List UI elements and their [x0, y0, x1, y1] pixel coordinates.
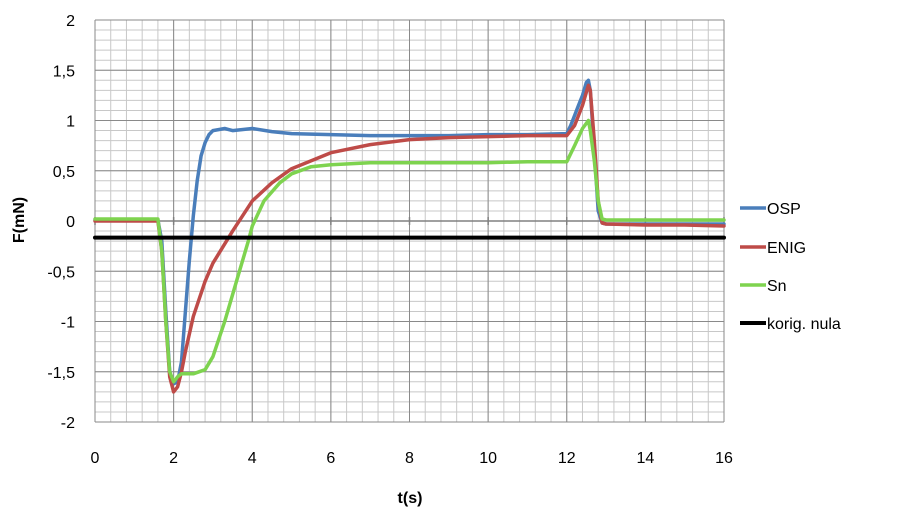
x-tick-label: 8: [405, 450, 414, 467]
legend-label: korig. nula: [767, 316, 841, 333]
x-tick-label: 16: [715, 450, 733, 467]
y-tick-label: 0: [66, 214, 75, 231]
x-tick-label: 4: [248, 450, 257, 467]
y-tick-label: -1: [61, 315, 75, 332]
y-tick-label: -0,5: [47, 264, 75, 281]
series-layer: [93, 78, 726, 394]
y-tick-label: -2: [61, 415, 75, 432]
y-tick-label: 1,5: [53, 63, 75, 80]
y-tick-label: 0,5: [53, 164, 75, 181]
series-line-osp: [93, 78, 726, 386]
legend-label: OSP: [767, 201, 801, 218]
x-tick-label: 0: [91, 450, 100, 467]
tick-labels: 0 2 4 6 8 10 12 14 16 2 1,5 1 0,5 0 -0,5 -1 -1,5 -2: [47, 13, 733, 467]
series-line-sn: [93, 118, 726, 384]
y-tick-label: -1,5: [47, 365, 75, 382]
major-grid: [94, 19, 725, 423]
x-tick-label: 14: [636, 450, 654, 467]
y-axis-label: F(mN): [11, 197, 28, 243]
x-tick-label: 12: [558, 450, 576, 467]
x-tick-label: 6: [326, 450, 335, 467]
legend-label: ENIG: [767, 240, 806, 257]
x-tick-label: 2: [169, 450, 178, 467]
legend: OSP ENIG Sn korig. nula: [740, 201, 841, 333]
y-tick-label: 2: [66, 13, 75, 30]
x-axis-label: t(s): [398, 490, 423, 507]
x-tick-label: 10: [479, 450, 497, 467]
y-tick-label: 1: [66, 114, 75, 131]
legend-label: Sn: [767, 278, 787, 295]
